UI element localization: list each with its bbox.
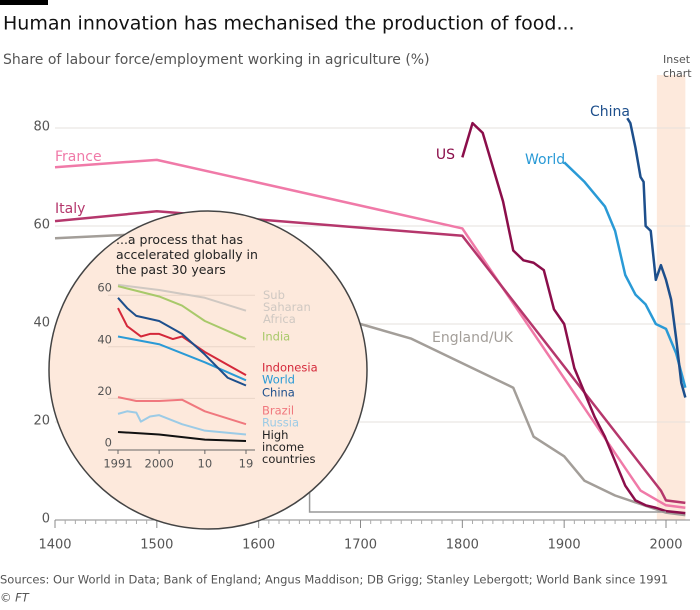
inset-title-box: ...a process that has accelerated global… bbox=[116, 232, 258, 277]
x-tick-label: 1400 bbox=[38, 538, 71, 553]
y-tick-label: 60 bbox=[97, 281, 112, 295]
inset-plot: 0 20 40 60 1991 2000 10 19 ...a process that has… bbox=[97, 232, 317, 471]
series-label: US bbox=[436, 147, 455, 163]
title-bar bbox=[0, 0, 48, 5]
series-label: France bbox=[55, 149, 102, 165]
series-label: Sub Saharan Africa bbox=[263, 288, 311, 326]
series-label: China bbox=[262, 386, 295, 400]
line bbox=[461, 121, 686, 515]
y-tick-label: 40 bbox=[33, 316, 50, 331]
series-label: Brazil bbox=[262, 404, 294, 418]
annotation: Inset chart bbox=[663, 53, 692, 80]
line bbox=[54, 158, 686, 509]
y-tick-label: 20 bbox=[33, 414, 50, 429]
line bbox=[117, 307, 247, 377]
series-label: Italy bbox=[55, 201, 85, 217]
series-label: World bbox=[262, 373, 295, 387]
line bbox=[117, 396, 247, 426]
line bbox=[117, 297, 247, 387]
x-tick-label: 1900 bbox=[548, 538, 581, 553]
chart-title: Human innovation has mechanised the prod… bbox=[3, 13, 575, 35]
x-tick-label: 1500 bbox=[140, 538, 173, 553]
series-label: World bbox=[525, 152, 565, 168]
line bbox=[117, 283, 247, 312]
y-tick-label: 60 bbox=[33, 218, 50, 233]
x-tick-label: 2000 bbox=[145, 457, 174, 471]
x-tick-label: 10 bbox=[198, 457, 213, 471]
y-tick-label: 80 bbox=[33, 120, 50, 135]
line bbox=[563, 161, 687, 389]
y-tick-label: 20 bbox=[97, 384, 112, 398]
x-tick-label: 1800 bbox=[446, 538, 479, 553]
subtitle: Share of labour force/employment working… bbox=[3, 52, 430, 68]
series-label: China bbox=[590, 104, 630, 120]
source: Sources: Our World in Data; Bank of Engl… bbox=[0, 573, 668, 587]
series-label: India bbox=[262, 330, 290, 344]
series-label: England/UK bbox=[432, 330, 514, 346]
x-tick-label: 19 bbox=[239, 457, 254, 471]
x-tick-label: 1700 bbox=[344, 538, 377, 553]
series-label: High income countries bbox=[262, 428, 315, 466]
line bbox=[117, 285, 247, 340]
credit: © FT bbox=[0, 591, 30, 605]
x-tick-label: 2000 bbox=[649, 538, 682, 553]
y-tick-label: 0 bbox=[42, 512, 50, 527]
line bbox=[54, 210, 686, 505]
series-label: Russia bbox=[262, 416, 299, 430]
series-label: Indonesia bbox=[262, 361, 318, 375]
line bbox=[117, 410, 247, 436]
line bbox=[626, 117, 687, 398]
y-tick-label: 40 bbox=[97, 332, 112, 346]
x-tick-label: 1600 bbox=[242, 538, 275, 553]
x-tick-label: 1991 bbox=[103, 457, 132, 471]
inset-title: ...a process that has accelerated global… bbox=[116, 232, 258, 277]
line bbox=[117, 430, 247, 442]
line bbox=[117, 335, 247, 382]
y-tick-label: 0 bbox=[105, 436, 112, 450]
